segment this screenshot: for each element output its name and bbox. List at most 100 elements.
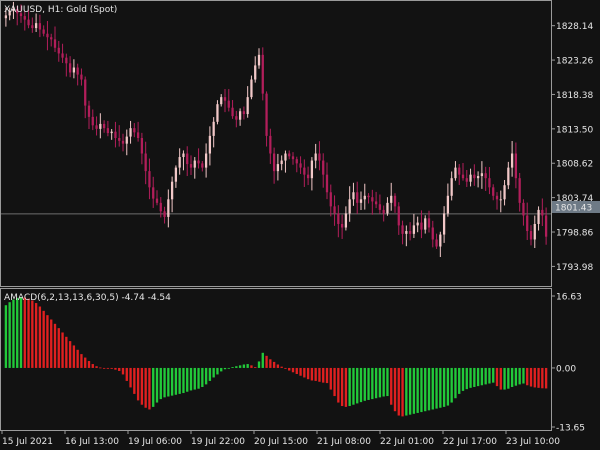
indicator-axis: 16.63 0.00 -13.65: [551, 293, 585, 434]
histogram-bar: [155, 367, 159, 403]
candle-body: [178, 157, 181, 168]
candle-body: [23, 16, 26, 20]
candle: [269, 128, 272, 164]
histogram-bar: [333, 367, 336, 397]
candle-body: [65, 57, 68, 64]
time-tick-label: 22 Jul 01:00: [380, 437, 434, 447]
candle: [95, 116, 98, 136]
histogram-bar: [544, 367, 548, 389]
candle: [159, 197, 162, 218]
candle: [280, 155, 283, 171]
histogram-bar: [352, 367, 355, 405]
histogram-bar: [125, 367, 128, 381]
indicator-tick-label: 0.00: [556, 364, 576, 374]
histogram-bar: [136, 367, 140, 401]
candle: [102, 120, 106, 133]
candle: [235, 110, 238, 128]
candle: [272, 147, 276, 184]
histogram-bar: [363, 367, 366, 401]
histogram-bar: [68, 341, 72, 368]
candle-body: [272, 153, 276, 172]
candle: [492, 184, 495, 201]
histogram-bar: [431, 367, 434, 410]
candle: [424, 215, 427, 234]
histogram-bar: [186, 367, 189, 392]
candle-body: [329, 192, 332, 207]
histogram-bar: [193, 367, 196, 390]
candle: [333, 195, 336, 226]
candle-body: [450, 178, 453, 196]
candle-body: [386, 202, 389, 214]
candle-body: [299, 163, 302, 168]
candle: [238, 108, 242, 126]
candle: [412, 213, 416, 238]
histogram-bar: [401, 367, 404, 417]
histogram-bar: [34, 303, 38, 368]
candle-body: [344, 213, 348, 228]
candle: [12, 1, 15, 19]
candle: [136, 121, 140, 142]
candle-body: [337, 213, 340, 224]
histogram-bar: [439, 367, 442, 408]
indicator-pane[interactable]: [4, 296, 548, 417]
candle-body: [367, 195, 370, 198]
candle: [53, 26, 57, 53]
histogram-bar: [61, 332, 64, 368]
histogram-bar: [99, 367, 102, 369]
histogram-bar: [167, 367, 170, 397]
candle: [152, 176, 155, 208]
indicator-tick-label: -13.65: [556, 424, 585, 434]
histogram-bar: [280, 366, 283, 368]
histogram-bar: [378, 367, 382, 398]
candle-body: [318, 153, 321, 161]
candle-body: [431, 227, 434, 240]
candle: [340, 214, 344, 239]
candle-body: [427, 218, 431, 228]
histogram-bar: [522, 367, 525, 384]
histogram-bar: [182, 367, 185, 394]
candle-body: [416, 222, 419, 226]
histogram-bar: [178, 367, 181, 394]
histogram-bar: [412, 367, 416, 414]
candle-body: [227, 100, 230, 108]
histogram-bar: [87, 361, 91, 368]
candle-body: [363, 195, 366, 200]
histogram-bar: [484, 367, 487, 385]
candle: [439, 231, 442, 258]
candle: [114, 121, 117, 148]
candle: [242, 106, 246, 120]
candle-body: [72, 67, 76, 73]
histogram-bar: [220, 367, 223, 372]
candle: [288, 150, 291, 160]
histogram-bar: [276, 364, 280, 368]
histogram-bar: [16, 297, 19, 368]
histogram-bar: [129, 367, 132, 388]
candle: [329, 184, 332, 217]
histogram-bar: [416, 367, 419, 413]
candle: [461, 162, 465, 181]
candle: [174, 165, 178, 188]
candle: [261, 47, 264, 101]
candle: [499, 190, 502, 213]
candle-body: [359, 199, 363, 203]
candle: [118, 125, 121, 147]
candle-body: [269, 135, 272, 154]
candle: [231, 100, 234, 119]
candle: [216, 100, 219, 125]
candle-body: [99, 123, 102, 129]
histogram-bar: [495, 367, 499, 387]
candle: [91, 109, 94, 131]
candle-body: [118, 138, 121, 141]
histogram-bar: [114, 367, 117, 370]
candle: [363, 183, 366, 210]
candle: [178, 148, 181, 175]
candle-body: [167, 199, 170, 217]
candle-body: [371, 197, 374, 202]
candle: [8, 7, 11, 21]
candle: [458, 164, 461, 185]
price-pane[interactable]: [1, 1, 551, 258]
time-tick-label: 20 Jul 15:00: [254, 437, 308, 447]
candle-body: [31, 25, 34, 29]
candle: [314, 143, 317, 169]
